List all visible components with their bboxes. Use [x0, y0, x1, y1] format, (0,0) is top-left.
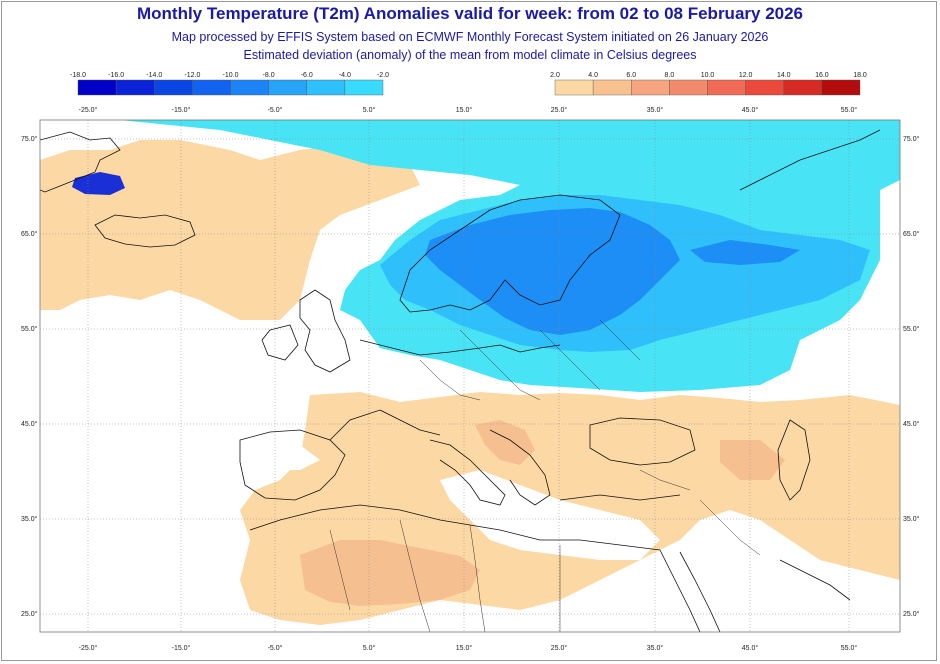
legend-cold-swatch [268, 79, 307, 96]
subtitle-processing: Map processed by EFFIS System based on E… [171, 30, 769, 44]
neutral-anomaly-layer [230, 320, 900, 560]
legend-warm-label: 8.0 [665, 72, 675, 79]
cold-region-greenland-strong [72, 172, 125, 195]
legend-cold-label: -10.0 [223, 72, 239, 79]
map-border [39, 119, 901, 633]
legend-cold-label: -18.0 [70, 72, 86, 79]
top-lon-label: 55.0° [841, 106, 858, 114]
left-lat-label: 35.0° [21, 515, 38, 523]
legend-warm-label: 10.0 [701, 72, 715, 79]
left-lat-label: 25.0° [21, 610, 38, 618]
legend-cold-label: -2.0 [377, 72, 389, 79]
warm-region-balkans-core [475, 420, 535, 465]
left-lat-label: 65.0° [21, 230, 38, 238]
bottom-lon-label: -15.0° [172, 644, 191, 652]
bottom-lon-label: 55.0° [841, 644, 858, 652]
legend-cold-label: -14.0 [146, 72, 162, 79]
right-latitude-labels: 75.0° 65.0° 55.0° 45.0° 35.0° 25.0° [903, 135, 920, 618]
bottom-lon-label: 45.0° [742, 644, 759, 652]
top-lon-label: -15.0° [172, 106, 191, 114]
warm-region-caucasus-core [720, 440, 785, 480]
bottom-lon-label: -5.0° [268, 644, 283, 652]
cold-region-strong-east [690, 240, 800, 265]
warm-region-north-atlantic [40, 140, 420, 320]
legend-warm-label: 12.0 [739, 72, 753, 79]
graticule [40, 120, 900, 632]
top-lon-label: 35.0° [647, 106, 664, 114]
legend-cold-label: -4.0 [339, 72, 351, 79]
legend-warm-swatch [783, 79, 823, 96]
right-lat-label: 35.0° [903, 515, 920, 523]
legend-cold-swatch [306, 79, 346, 96]
cold-region-strong [425, 208, 680, 335]
bottom-lon-label: -25.0° [79, 644, 98, 652]
country-borders [329, 319, 761, 632]
coastlines [40, 129, 881, 632]
legend-warm-swatch [631, 79, 670, 96]
top-lon-label: -5.0° [268, 106, 283, 114]
top-lon-label: 25.0° [551, 106, 568, 114]
legend-cold-label: -8.0 [263, 72, 275, 79]
right-lat-label: 65.0° [903, 230, 920, 238]
bottom-lon-label: 15.0° [456, 644, 473, 652]
legend-warm-label: 18.0 [853, 72, 867, 79]
warm-region-east [830, 410, 900, 480]
legend-warm-swatch [745, 79, 784, 96]
bottom-lon-label: 5.0° [363, 644, 376, 652]
subtitle-units: Estimated deviation (anomaly) of the mea… [243, 48, 697, 62]
legend-warm-label: 14.0 [777, 72, 791, 79]
right-lat-label: 45.0° [903, 420, 920, 428]
legend-cold-swatch [115, 79, 155, 96]
right-lat-label: 25.0° [903, 610, 920, 618]
top-lon-label: 5.0° [363, 106, 376, 114]
legend-cold-swatch [230, 79, 269, 96]
legend-cold-scale: -18.0 -16.0 -14.0 -12.0 -10.0 -8.0 -6.0 -4.0 -2.… [70, 72, 389, 96]
bottom-longitude-labels: -25.0° -15.0° -5.0° 5.0° 15.0° 25.0° 35.0° 45.0… [79, 644, 858, 652]
legend-warm-swatch [592, 79, 632, 96]
bottom-lon-label: 35.0° [647, 644, 664, 652]
left-lat-label: 55.0° [21, 325, 38, 333]
legend-cold-swatch [77, 79, 117, 96]
legend-warm-label: 2.0 [550, 72, 560, 79]
top-longitude-labels: -25.0° -15.0° -5.0° 5.0° 15.0° 25.0° 35.0° 45.0… [79, 106, 858, 114]
legend-warm-swatch [554, 79, 594, 96]
legend-warm-swatch [707, 79, 746, 96]
legend-warm-label: 16.0 [815, 72, 829, 79]
page-title: Monthly Temperature (T2m) Anomalies vali… [136, 4, 804, 23]
legend-cold-swatch [154, 79, 193, 96]
legend-warm-label: 6.0 [626, 72, 636, 79]
bottom-lon-label: 25.0° [551, 644, 568, 652]
top-lon-label: -25.0° [79, 106, 98, 114]
right-lat-label: 55.0° [903, 325, 920, 333]
right-lat-label: 75.0° [903, 135, 920, 143]
top-lon-label: 15.0° [456, 106, 473, 114]
legend-cold-swatch [192, 79, 231, 96]
legend-warm-swatch [821, 79, 861, 96]
legend-warm-label: 4.0 [588, 72, 598, 79]
legend-cold-label: -12.0 [184, 72, 200, 79]
legend-warm-swatch [669, 79, 708, 96]
left-lat-label: 75.0° [21, 135, 38, 143]
legend-cold-label: -16.0 [108, 72, 124, 79]
legend-cold-swatch [344, 79, 384, 96]
legend-cold-label: -6.0 [301, 72, 313, 79]
legend-warm-scale: 2.0 4.0 6.0 8.0 10.0 12.0 14.0 16.0 18.0 [550, 72, 867, 96]
left-latitude-labels: 75.0° 65.0° 55.0° 45.0° 35.0° 25.0° [21, 135, 38, 618]
top-lon-label: 45.0° [742, 106, 759, 114]
left-lat-label: 45.0° [21, 420, 38, 428]
